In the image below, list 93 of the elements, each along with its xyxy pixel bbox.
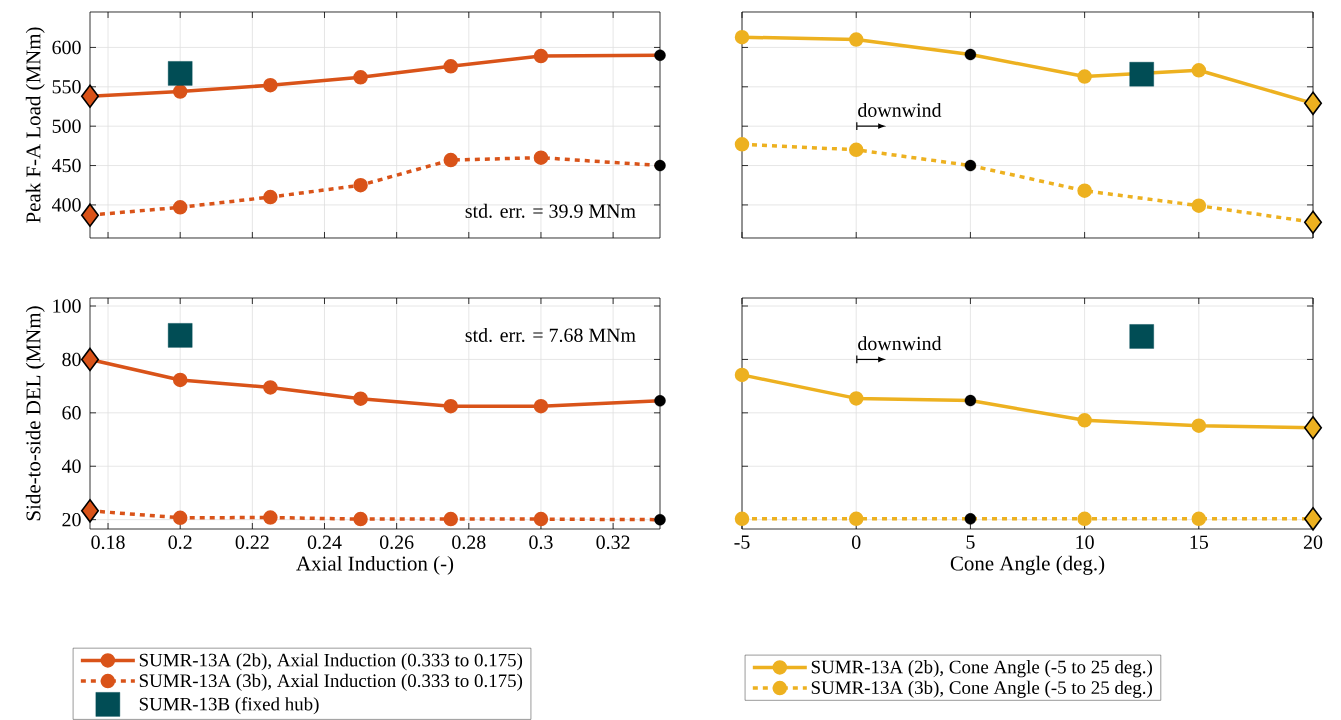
point bbox=[263, 510, 278, 525]
y-axis-title: Side-to-side DEL (MNm) bbox=[25, 306, 45, 521]
point bbox=[1303, 415, 1323, 440]
point bbox=[80, 499, 100, 523]
legend-label: SUMR-13A (3b), Axial Induction (0.333 to 0.175) bbox=[139, 673, 523, 691]
point bbox=[848, 391, 864, 406]
point bbox=[172, 510, 188, 526]
point bbox=[1129, 324, 1154, 349]
point bbox=[263, 380, 278, 395]
point bbox=[848, 142, 864, 158]
x-tick-label: 0.3 bbox=[529, 535, 553, 550]
x-tick-label: 0.28 bbox=[452, 535, 486, 550]
point bbox=[533, 511, 549, 527]
point bbox=[1191, 511, 1207, 527]
point bbox=[1303, 507, 1323, 531]
point bbox=[172, 84, 188, 99]
point bbox=[848, 511, 864, 527]
point bbox=[654, 159, 666, 172]
point bbox=[964, 394, 977, 407]
point bbox=[443, 511, 459, 527]
x-tick-label: 5 bbox=[966, 535, 975, 549]
point bbox=[533, 398, 549, 414]
point bbox=[1191, 198, 1207, 213]
point bbox=[654, 513, 666, 526]
point bbox=[353, 511, 368, 527]
point bbox=[167, 61, 193, 86]
y-tick-label: 500 bbox=[52, 119, 81, 133]
point bbox=[263, 77, 278, 93]
x-axis-title: Axial Induction (-) bbox=[296, 555, 454, 575]
x-tick-label: 0.24 bbox=[307, 535, 342, 550]
x-tick-label: 0.18 bbox=[91, 535, 125, 550]
point bbox=[1077, 69, 1092, 84]
point bbox=[654, 395, 666, 407]
y-tick-label: 400 bbox=[51, 198, 81, 212]
x-tick-label: 0 bbox=[851, 535, 861, 549]
annotation: downwind bbox=[858, 102, 942, 117]
legend-label: SUMR-13A (2b), Axial Induction (0.333 to 0.175) bbox=[139, 653, 523, 671]
point bbox=[263, 189, 278, 205]
point bbox=[80, 203, 100, 227]
y-tick-label: 450 bbox=[51, 158, 81, 173]
point bbox=[734, 29, 750, 45]
point bbox=[1191, 63, 1207, 78]
point bbox=[443, 398, 459, 414]
point bbox=[1191, 418, 1207, 433]
x-tick-label: 0.22 bbox=[235, 535, 269, 550]
point bbox=[353, 177, 368, 193]
point bbox=[734, 137, 750, 152]
point bbox=[1077, 511, 1092, 527]
point bbox=[1129, 62, 1154, 87]
point bbox=[533, 150, 549, 165]
point bbox=[654, 49, 666, 61]
y-tick-label: 20 bbox=[62, 512, 81, 527]
y-tick-label: 40 bbox=[61, 459, 81, 473]
point bbox=[1077, 183, 1092, 198]
y-tick-label: 100 bbox=[53, 299, 81, 313]
legend-label: SUMR-13A (2b), Cone Angle (-5 to 25 deg.) bbox=[811, 660, 1152, 678]
point bbox=[353, 391, 368, 406]
x-axis-title: Cone Angle (deg.) bbox=[950, 555, 1105, 575]
point bbox=[353, 70, 368, 85]
point bbox=[964, 513, 977, 525]
y-tick-label: 60 bbox=[62, 406, 81, 420]
y-tick-label: 80 bbox=[62, 352, 81, 367]
point bbox=[964, 159, 977, 172]
x-tick-label: 0.32 bbox=[596, 535, 630, 550]
point bbox=[80, 347, 100, 372]
point bbox=[172, 200, 188, 215]
annotation: std. err. = 39.9 MNm bbox=[465, 203, 636, 218]
y-tick-label: 600 bbox=[52, 40, 81, 55]
annotation: std. err. = 7.68 MNm bbox=[465, 327, 636, 343]
point bbox=[1077, 413, 1092, 428]
point bbox=[1303, 91, 1323, 116]
x-tick-label: 10 bbox=[1076, 535, 1094, 549]
y-tick-label: 550 bbox=[52, 80, 81, 94]
point bbox=[172, 372, 188, 388]
x-tick-label: -5 bbox=[734, 535, 750, 549]
annotation: downwind bbox=[858, 336, 942, 351]
point bbox=[848, 32, 864, 47]
x-tick-label: 15 bbox=[1190, 535, 1208, 549]
point bbox=[80, 84, 100, 109]
point bbox=[1303, 210, 1323, 235]
point bbox=[734, 367, 750, 383]
y-axis-title: Peak F-A Load (MNm) bbox=[25, 27, 45, 223]
point bbox=[734, 511, 750, 527]
point bbox=[167, 323, 193, 348]
x-tick-label: 20 bbox=[1303, 535, 1323, 549]
point bbox=[443, 59, 459, 74]
x-tick-label: 0.2 bbox=[168, 535, 192, 550]
point bbox=[964, 48, 977, 61]
point bbox=[443, 152, 459, 168]
legend-label: SUMR-13A (3b), Cone Angle (-5 to 25 deg.) bbox=[811, 680, 1152, 698]
point bbox=[533, 48, 549, 64]
x-tick-label: 0.26 bbox=[379, 535, 414, 550]
legend-label: SUMR-13B (fixed hub) bbox=[139, 696, 319, 715]
